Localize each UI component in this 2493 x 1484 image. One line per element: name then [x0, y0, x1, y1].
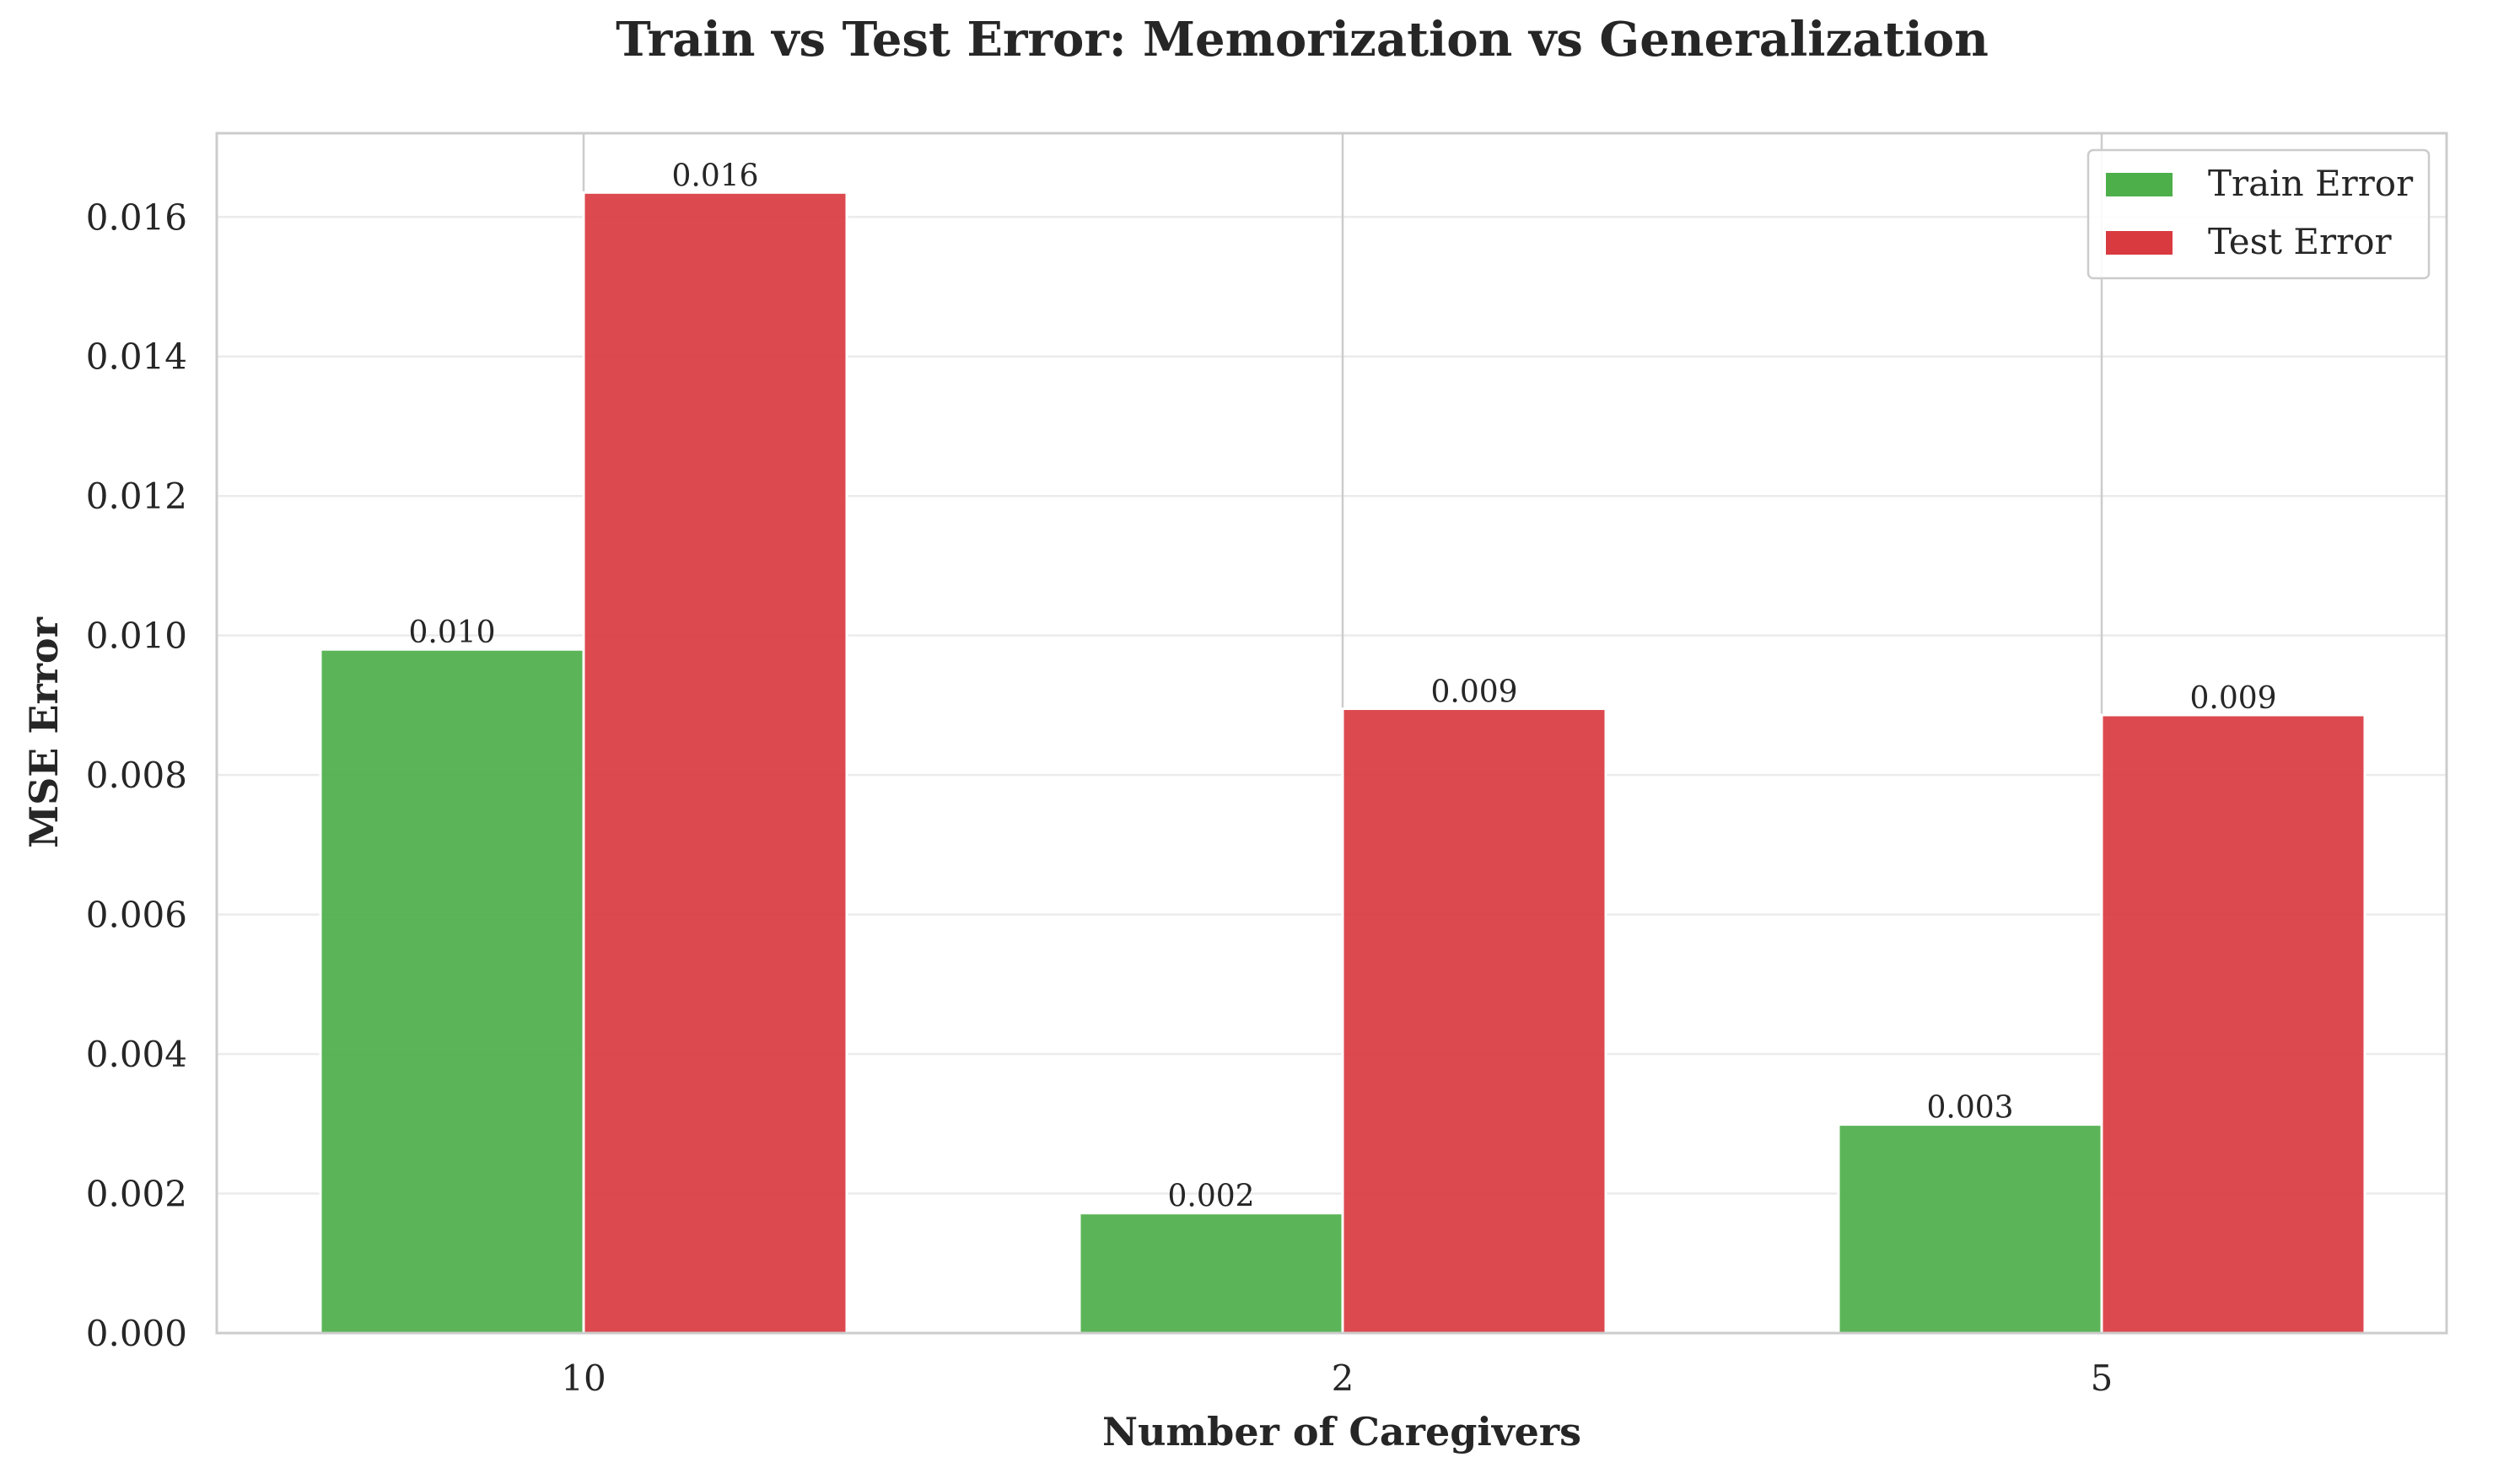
y-tick-label: 0.014	[86, 336, 187, 378]
y-tick-label: 0.006	[86, 895, 187, 936]
train-error-bar	[319, 648, 585, 1335]
x-axis-label: Number of Caregivers	[1102, 1409, 1581, 1454]
bar-value-label: 0.009	[2189, 681, 2276, 716]
y-tick-label: 0.016	[86, 196, 187, 238]
legend: Train Error Test Error	[2086, 148, 2431, 280]
y-tick-label: 0.008	[86, 755, 187, 796]
bar-value-label: 0.016	[671, 159, 758, 193]
chart-title: Train vs Test Error: Memorization vs Gen…	[616, 12, 1989, 67]
y-tick-label: 0.012	[86, 476, 187, 517]
y-axis-label: MSE Error	[21, 616, 67, 847]
bars	[319, 191, 2366, 1335]
x-tick-label: 2	[1332, 1358, 1354, 1399]
x-axis-ticks: 10 2 5	[561, 1358, 2113, 1399]
x-tick-label: 10	[561, 1358, 606, 1399]
bar-value-label: 0.009	[1430, 675, 1517, 710]
test-error-bar	[1341, 707, 1607, 1335]
legend-label-train: Train Error	[2208, 163, 2414, 204]
bar-value-label: 0.002	[1167, 1180, 1254, 1214]
legend-label-test: Test Error	[2208, 221, 2392, 262]
train-error-bar	[1078, 1212, 1344, 1335]
bar-value-labels: 0.010 0.002 0.003 0.016 0.009 0.009	[408, 159, 2276, 1213]
y-tick-label: 0.004	[86, 1034, 187, 1075]
legend-swatch-train	[2106, 173, 2173, 196]
bar-value-label: 0.003	[1926, 1091, 2013, 1126]
plot-frame	[215, 132, 2448, 1335]
x-tick-label: 5	[2091, 1358, 2113, 1399]
test-error-bar	[2100, 713, 2366, 1335]
train-error-bar	[1837, 1123, 2103, 1335]
legend-box	[2086, 148, 2431, 280]
legend-swatch-test	[2106, 231, 2173, 255]
y-tick-label: 0.000	[86, 1313, 187, 1354]
test-error-bar	[582, 191, 848, 1335]
y-tick-label: 0.002	[86, 1174, 187, 1215]
y-axis-ticks: 0.000 0.002 0.004 0.006 0.008 0.010 0.012 0.014…	[86, 196, 187, 1354]
y-tick-label: 0.010	[86, 616, 187, 657]
bar-value-label: 0.010	[408, 616, 495, 650]
